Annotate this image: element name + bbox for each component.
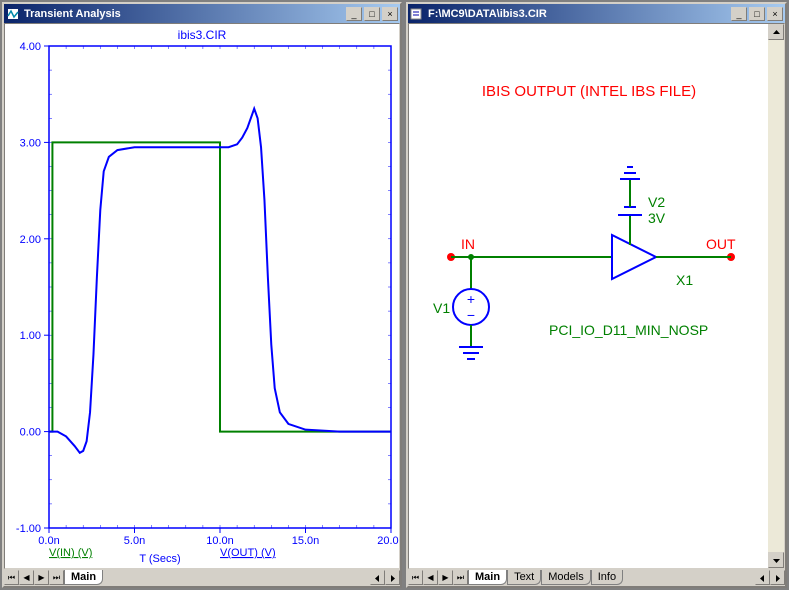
svg-text:IN: IN [461, 236, 475, 252]
titlebar: F:\MC9\DATA\ibis3.CIR _ □ × [408, 4, 785, 23]
svg-text:20.0n: 20.0n [377, 535, 399, 547]
nav-next-button[interactable]: ▶ [438, 570, 453, 585]
minimize-button[interactable]: _ [346, 7, 362, 21]
circuit-file-window: F:\MC9\DATA\ibis3.CIR _ □ × IBIS OUTPUT … [406, 2, 787, 588]
tab-models[interactable]: Models [541, 570, 590, 585]
svg-text:5.0n: 5.0n [124, 535, 145, 547]
tab-text[interactable]: Text [507, 570, 541, 585]
svg-text:2.00: 2.00 [20, 234, 41, 246]
svg-text:10.0n: 10.0n [206, 535, 234, 547]
nav-last-button[interactable]: ⏭ [453, 570, 468, 585]
svg-text:1.00: 1.00 [20, 330, 41, 342]
svg-text:0.00: 0.00 [20, 427, 41, 439]
svg-text:15.0n: 15.0n [292, 535, 320, 547]
nav-last-button[interactable]: ⏭ [49, 570, 64, 585]
svg-text:V1: V1 [433, 300, 450, 316]
chart-svg: 0.0n 5.0n 10.0n 15.0n 20.0n -1.00 0.00 1.00 2.00… [5, 24, 399, 568]
statusbar: ⏮ ◀ ▶ ⏭ Main [4, 569, 400, 586]
scroll-track[interactable] [768, 40, 784, 552]
nav-first-button[interactable]: ⏮ [408, 570, 423, 585]
app-icon [6, 7, 20, 21]
svg-text:V(OUT) (V): V(OUT) (V) [220, 547, 276, 559]
svg-text:3.00: 3.00 [20, 137, 41, 149]
svg-text:-1.00: -1.00 [16, 523, 41, 535]
svg-text:3V: 3V [648, 210, 666, 226]
titlebar: Transient Analysis _ □ × [4, 4, 400, 23]
svg-text:OUT: OUT [706, 236, 736, 252]
app-icon [410, 7, 424, 21]
svg-text:+: + [467, 291, 475, 307]
statusbar: ⏮ ◀ ▶ ⏭ Main Text Models Info [408, 569, 785, 586]
nav-first-button[interactable]: ⏮ [4, 570, 19, 585]
svg-text:V(IN) (V): V(IN) (V) [49, 547, 92, 559]
tab-main[interactable]: Main [64, 570, 103, 585]
scroll-left-button[interactable] [755, 570, 770, 585]
svg-text:IBIS OUTPUT (INTEL IBS FILE): IBIS OUTPUT (INTEL IBS FILE) [482, 83, 696, 100]
tab-main[interactable]: Main [468, 570, 507, 585]
svg-text:X1: X1 [676, 272, 693, 288]
close-button[interactable]: × [767, 7, 783, 21]
scroll-right-button[interactable] [770, 570, 785, 585]
scroll-up-button[interactable] [768, 24, 784, 40]
maximize-button[interactable]: □ [749, 7, 765, 21]
svg-text:T (Secs): T (Secs) [139, 553, 180, 565]
minimize-button[interactable]: _ [731, 7, 747, 21]
svg-text:−: − [467, 307, 475, 323]
scroll-down-button[interactable] [768, 552, 784, 568]
maximize-button[interactable]: □ [364, 7, 380, 21]
window-title: F:\MC9\DATA\ibis3.CIR [428, 8, 731, 20]
nav-next-button[interactable]: ▶ [34, 570, 49, 585]
svg-text:PCI_IO_D11_MIN_NOSP: PCI_IO_D11_MIN_NOSP [549, 322, 708, 338]
transient-analysis-window: Transient Analysis _ □ × ibis3.CIR 0.0n5… [2, 2, 402, 588]
nav-prev-button[interactable]: ◀ [423, 570, 438, 585]
schematic-area: IBIS OUTPUT (INTEL IBS FILE) IN OUT X1 V23V +… [408, 23, 785, 569]
chart-area: ibis3.CIR 0.0n5.0n10.0n15.0n20.0n-1.000.… [4, 23, 400, 569]
tab-info[interactable]: Info [591, 570, 623, 585]
scroll-right-button[interactable] [385, 570, 400, 585]
svg-text:V2: V2 [648, 194, 665, 210]
close-button[interactable]: × [382, 7, 398, 21]
schematic-svg: IBIS OUTPUT (INTEL IBS FILE) IN OUT X1 V23V +… [409, 24, 768, 568]
svg-text:4.00: 4.00 [20, 41, 41, 53]
scrollbar-vertical[interactable] [768, 24, 784, 568]
svg-text:0.0n: 0.0n [38, 535, 59, 547]
window-title: Transient Analysis [24, 8, 346, 20]
nav-prev-button[interactable]: ◀ [19, 570, 34, 585]
scroll-left-button[interactable] [370, 570, 385, 585]
